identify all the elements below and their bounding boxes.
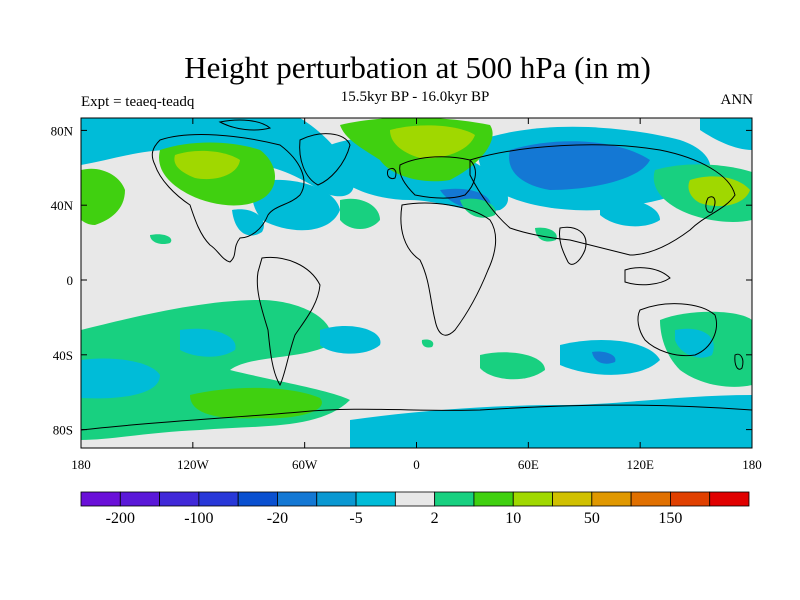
south-pacific-negative-small — [180, 328, 236, 357]
lon-tick-label: 180 — [742, 457, 762, 472]
central-atlantic-positive — [340, 198, 380, 229]
colorbar-box — [237, 491, 278, 507]
colorbar-box — [670, 491, 711, 507]
lat-tick-label: 40N — [51, 198, 74, 213]
colorbar-box — [473, 491, 514, 507]
greenland-outline — [299, 133, 351, 186]
latitude-axis: 80N 40N 0 40S 80S — [51, 123, 752, 438]
india-outline — [559, 226, 587, 265]
south-atlantic-positive-dot — [421, 339, 434, 348]
colorbar-label: -100 — [184, 510, 213, 527]
antarctica-outline — [81, 404, 752, 431]
colorbar-label: -5 — [349, 510, 362, 527]
experiment-label: Expt = teaeq-teadq — [81, 94, 195, 110]
coastlines — [81, 119, 752, 431]
colorbar-box — [630, 491, 671, 507]
south-pacific-strong-positive — [190, 387, 322, 419]
lon-tick-label: 0 — [413, 457, 420, 472]
colorbar-label: 50 — [584, 510, 600, 527]
gulf-negative — [232, 209, 264, 236]
north-america-positive-core — [174, 150, 240, 180]
siberia-negative-core — [509, 141, 650, 190]
colorbar-label: 10 — [505, 510, 521, 527]
lat-tick-label: 80S — [53, 423, 73, 438]
colorbar-box — [316, 491, 357, 507]
japan-outline — [705, 196, 716, 213]
lat-tick-label: 0 — [67, 273, 74, 288]
europe-outline — [399, 156, 476, 199]
australia-outline — [637, 303, 717, 357]
lon-tick-label: 120E — [626, 457, 654, 472]
north-atlantic-negative-area — [252, 179, 340, 231]
indian-ocean-negative-core — [592, 351, 616, 364]
australia-negative-pocket — [675, 328, 714, 358]
south-pacific-negative-area — [81, 358, 160, 399]
lat-tick-label: 40S — [53, 348, 73, 363]
new-zealand-outline — [734, 353, 744, 370]
southeast-negative-pocket — [720, 418, 752, 437]
lon-tick-label: 180 — [71, 457, 91, 472]
south-indian-positive — [480, 352, 545, 380]
colorbar-box — [80, 491, 121, 507]
africa-outline — [400, 202, 497, 336]
colorbar-box — [591, 491, 632, 507]
asia-outline — [469, 144, 736, 256]
colorbar-box — [355, 491, 396, 507]
anomaly-fields — [81, 118, 752, 448]
colorbar-box — [198, 491, 239, 507]
west-arctic-negative — [81, 118, 130, 135]
arctic-negative-pocket — [700, 118, 752, 150]
colorbar-box — [394, 491, 436, 507]
north-pacific-positive-west — [81, 168, 125, 225]
arctic-islands-outline — [218, 119, 272, 131]
tropical-pacific-positive — [150, 234, 172, 245]
north-pacific-positive-core — [688, 176, 750, 207]
south-america-outline — [256, 256, 321, 387]
colorbar: -200 -100 -20 -5 2 10 50 150 — [80, 491, 750, 527]
colorbar-label: -200 — [106, 510, 135, 527]
colorbar-box — [434, 491, 475, 507]
colorbar-box — [159, 491, 200, 507]
plot-subtitle: 15.5kyr BP - 16.0kyr BP — [340, 89, 490, 105]
lon-tick-label: 120W — [177, 457, 210, 472]
british-isles-outline — [387, 167, 397, 179]
colorbar-label: 150 — [658, 510, 682, 527]
season-label: ANN — [720, 92, 754, 108]
colorbar-box — [512, 491, 553, 507]
lat-tick-label: 80N — [51, 123, 74, 138]
colorbar-label: 2 — [431, 510, 439, 527]
colorbar-box — [552, 491, 593, 507]
plot-title: Height perturbation at 500 hPa (in m) — [184, 50, 651, 85]
longitude-axis: 180 120W 60W 0 60E 120E 180 — [71, 118, 762, 472]
colorbar-box — [119, 491, 160, 507]
colorbar-label: -20 — [267, 510, 288, 527]
greenland-sea-positive-core — [390, 125, 475, 159]
antarctic-negative-area — [350, 395, 752, 448]
north-america-negative-area — [81, 118, 354, 197]
colorbar-box — [709, 491, 750, 507]
lon-tick-label: 60W — [292, 457, 318, 472]
indonesia-outline — [624, 267, 671, 286]
east-asia-negative — [600, 198, 660, 227]
colorbar-box — [277, 491, 318, 507]
north-america-outline — [151, 134, 305, 263]
south-atlantic-negative — [320, 325, 381, 354]
lon-tick-label: 60E — [518, 457, 539, 472]
